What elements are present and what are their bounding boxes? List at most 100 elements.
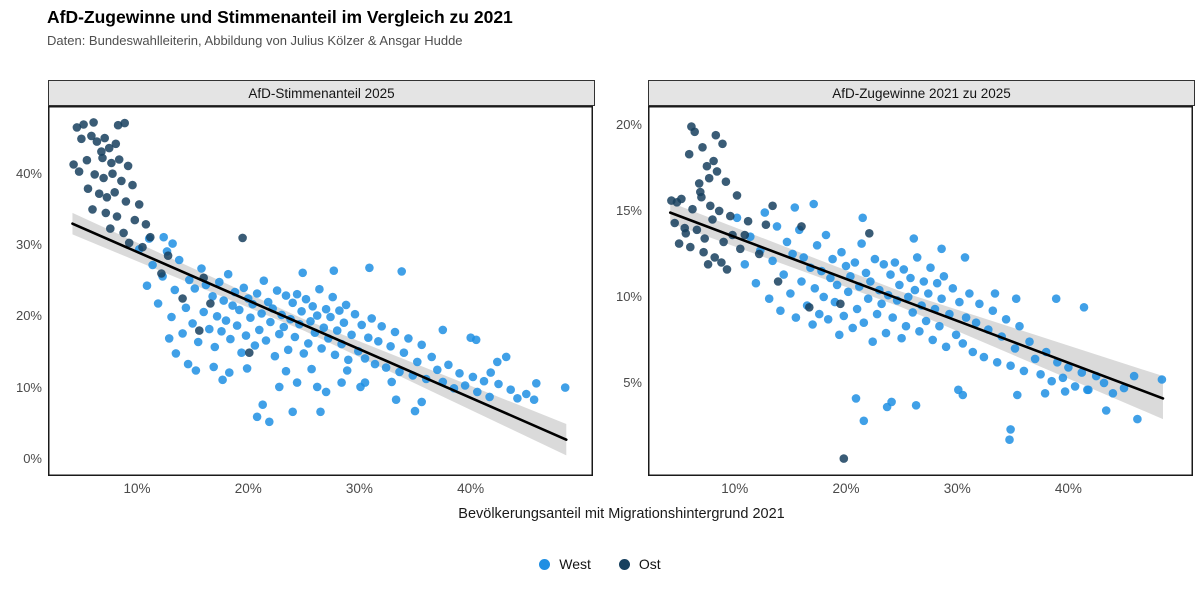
facet-strip-left: AfD-Stimmenanteil 2025 (48, 80, 595, 106)
data-point (501, 352, 511, 362)
data-point (688, 204, 697, 214)
data-point (1133, 414, 1142, 424)
data-point (819, 292, 828, 302)
data-point (494, 379, 503, 389)
data-point (433, 365, 442, 375)
data-point (1040, 389, 1050, 398)
data-point (113, 120, 123, 130)
data-point (245, 348, 254, 357)
data-point (672, 198, 682, 207)
data-point (275, 382, 284, 392)
y-tick-label: 0% (23, 450, 42, 466)
data-point (703, 260, 713, 269)
data-point (185, 275, 194, 285)
data-point (183, 359, 193, 369)
data-point (764, 294, 774, 303)
data-point (82, 155, 92, 165)
data-point (316, 407, 325, 417)
data-point (865, 229, 874, 238)
data-point (935, 321, 944, 331)
data-point (961, 313, 971, 322)
data-point (438, 325, 448, 335)
panel-border (48, 106, 593, 476)
data-point (721, 177, 731, 186)
data-point (791, 313, 801, 322)
data-point (937, 244, 946, 254)
facet-strip-right: AfD-Zugewinne 2021 zu 2025 (648, 80, 1195, 106)
data-point (779, 270, 788, 279)
data-point (337, 378, 346, 387)
data-point (270, 351, 280, 361)
data-point (121, 197, 131, 206)
data-point (868, 337, 877, 346)
data-point (344, 355, 353, 365)
data-point (397, 267, 407, 276)
data-point (1005, 435, 1014, 445)
facet-strip-right-label: AfD-Zugewinne 2021 zu 2025 (832, 85, 1011, 101)
data-point (988, 306, 998, 315)
data-point (877, 299, 886, 309)
series-ost (667, 122, 874, 463)
data-point (886, 270, 895, 279)
data-point (1070, 382, 1080, 391)
data-point (674, 239, 684, 248)
x-tick-label: 40% (1054, 481, 1082, 496)
data-point (88, 205, 97, 214)
data-point (704, 173, 714, 183)
data-point (410, 406, 420, 416)
data-point (760, 208, 770, 217)
data-point (74, 167, 84, 176)
data-point (197, 264, 206, 273)
data-point (350, 309, 360, 319)
data-point (700, 234, 709, 243)
data-point (863, 294, 873, 303)
data-point (195, 326, 204, 335)
data-point (395, 367, 404, 377)
data-point (104, 143, 114, 153)
data-point (357, 320, 367, 330)
y-tick-label: 20% (615, 116, 642, 132)
data-point (386, 342, 395, 351)
data-point (979, 352, 989, 362)
facet-strip-left-label: AfD-Stimmenanteil 2025 (248, 85, 395, 101)
data-point (281, 291, 291, 300)
data-point (872, 309, 882, 319)
data-point (1157, 375, 1167, 384)
data-point (908, 308, 917, 317)
trend-line (668, 211, 1165, 400)
data-point (888, 313, 897, 322)
data-point (1119, 383, 1129, 393)
data-point (971, 318, 981, 327)
data-point (239, 283, 249, 293)
data-point (102, 193, 112, 202)
data-point (170, 285, 180, 295)
data-point (1030, 354, 1040, 364)
data-point (1051, 294, 1061, 303)
data-point (797, 222, 806, 231)
data-point (732, 191, 742, 200)
data-point (1047, 376, 1056, 386)
data-point (364, 333, 373, 342)
data-point (702, 161, 712, 171)
data-point (948, 284, 958, 293)
data-point (714, 206, 724, 216)
data-point (288, 407, 297, 417)
data-point (307, 364, 316, 374)
data-point (560, 383, 570, 392)
data-point (171, 349, 181, 358)
data-point (751, 278, 761, 288)
data-point (782, 237, 792, 247)
data-point (288, 298, 297, 308)
data-point (485, 392, 494, 402)
data-point (317, 344, 326, 353)
data-point (919, 277, 929, 286)
data-point (859, 416, 869, 426)
x-tick-label: 10% (123, 481, 151, 496)
data-point (390, 327, 400, 337)
data-point (130, 215, 140, 225)
data-point (915, 327, 924, 336)
data-point (79, 120, 88, 129)
data-point (968, 347, 978, 357)
data-point (312, 311, 322, 320)
data-point (365, 263, 374, 273)
